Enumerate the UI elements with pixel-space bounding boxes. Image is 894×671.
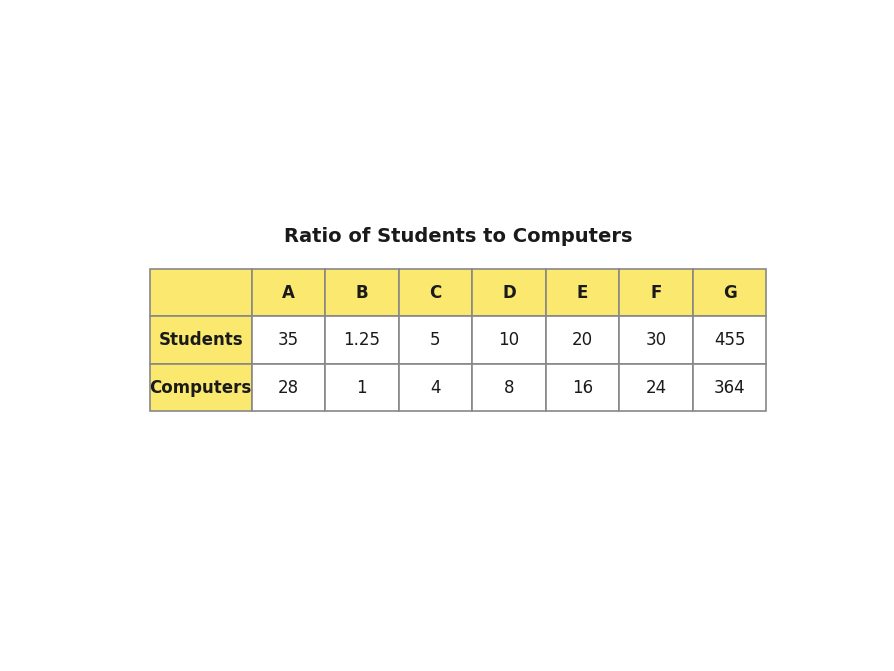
- Bar: [472, 317, 546, 364]
- Text: 4: 4: [430, 378, 441, 397]
- Text: F: F: [651, 284, 662, 302]
- Bar: [325, 269, 399, 317]
- Bar: [325, 364, 399, 411]
- Text: Students: Students: [158, 331, 243, 349]
- Text: A: A: [282, 284, 295, 302]
- Text: 1.25: 1.25: [343, 331, 381, 349]
- Bar: [399, 269, 472, 317]
- Bar: [325, 317, 399, 364]
- Bar: [150, 317, 251, 364]
- Text: 30: 30: [645, 331, 667, 349]
- Bar: [251, 269, 325, 317]
- Text: 1: 1: [357, 378, 367, 397]
- Bar: [150, 364, 251, 411]
- Bar: [620, 364, 693, 411]
- Bar: [620, 269, 693, 317]
- Bar: [693, 317, 766, 364]
- Bar: [693, 269, 766, 317]
- Bar: [150, 269, 251, 317]
- Text: 10: 10: [499, 331, 519, 349]
- Text: Computers: Computers: [149, 378, 252, 397]
- Text: E: E: [577, 284, 588, 302]
- Text: Ratio of Students to Computers: Ratio of Students to Computers: [284, 227, 632, 246]
- Bar: [472, 269, 546, 317]
- Bar: [399, 317, 472, 364]
- Bar: [546, 317, 620, 364]
- Bar: [472, 364, 546, 411]
- Text: 364: 364: [714, 378, 746, 397]
- Text: G: G: [723, 284, 737, 302]
- Text: 20: 20: [572, 331, 593, 349]
- Text: 24: 24: [645, 378, 667, 397]
- Text: 16: 16: [572, 378, 593, 397]
- Text: B: B: [356, 284, 368, 302]
- Bar: [693, 364, 766, 411]
- Bar: [399, 364, 472, 411]
- Text: 455: 455: [714, 331, 746, 349]
- Text: 8: 8: [504, 378, 514, 397]
- Bar: [251, 364, 325, 411]
- Text: 5: 5: [430, 331, 441, 349]
- Text: D: D: [502, 284, 516, 302]
- Bar: [251, 317, 325, 364]
- Bar: [546, 364, 620, 411]
- Bar: [620, 317, 693, 364]
- Text: C: C: [429, 284, 442, 302]
- Text: 28: 28: [278, 378, 299, 397]
- Text: 35: 35: [278, 331, 299, 349]
- Bar: [546, 269, 620, 317]
